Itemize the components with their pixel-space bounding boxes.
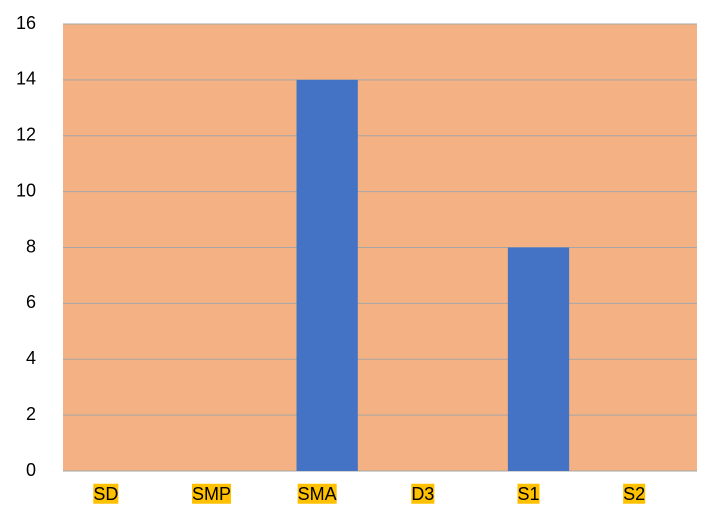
x-tick-label: S2 [623, 484, 645, 504]
label-highlight [623, 483, 646, 504]
bar [507, 247, 570, 471]
x-tick-label: S1 [517, 484, 539, 504]
y-tick-label: 14 [16, 69, 36, 89]
bar [296, 79, 358, 471]
y-tick-label: 10 [16, 180, 36, 200]
x-tick-label: D3 [411, 484, 434, 504]
y-tick-label: 6 [26, 292, 36, 312]
label-highlight [297, 483, 337, 504]
y-tick-label: 12 [16, 125, 36, 145]
label-highlight [411, 483, 435, 504]
label-highlight [191, 483, 232, 504]
x-tick-label: SMP [192, 484, 231, 504]
x-tick-label: SMA [298, 484, 337, 504]
label-highlight [93, 483, 119, 504]
label-highlight [517, 483, 540, 504]
y-tick-label: 4 [26, 348, 36, 368]
y-tick-label: 0 [26, 460, 36, 480]
x-tick-label: SD [93, 484, 118, 504]
y-tick-label: 16 [16, 13, 36, 33]
y-tick-label: 2 [26, 404, 36, 424]
y-tick-label: 8 [26, 236, 36, 256]
